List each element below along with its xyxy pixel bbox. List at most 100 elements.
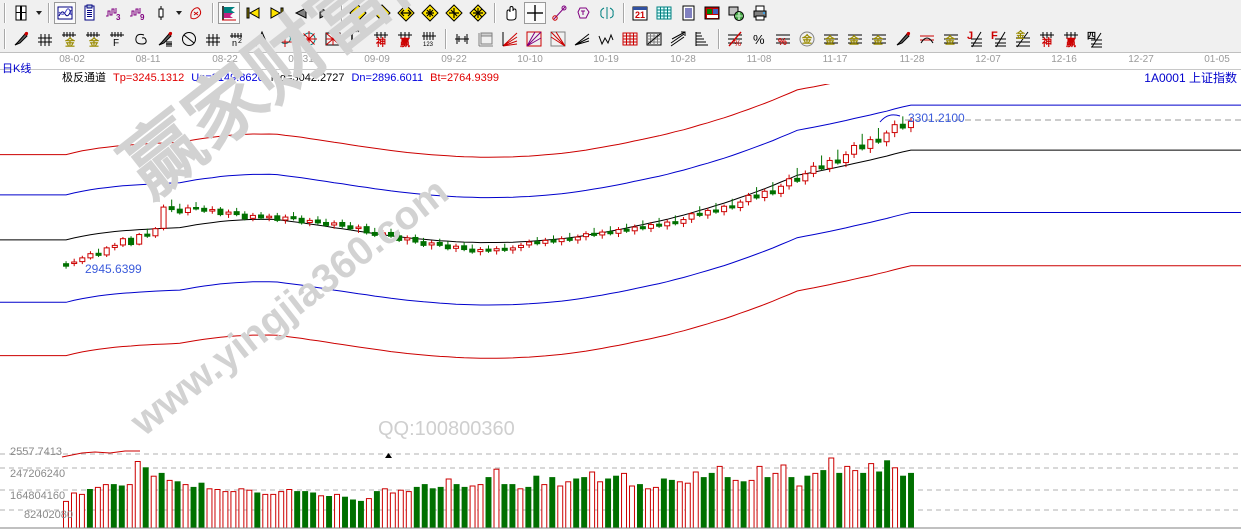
- gold-slash-button[interactable]: 金: [1012, 28, 1034, 50]
- percent-red-button[interactable]: %: [772, 28, 794, 50]
- news-button[interactable]: [677, 2, 699, 24]
- gold-line2-button[interactable]: 金: [844, 28, 866, 50]
- next-button[interactable]: [314, 2, 336, 24]
- box-fan-button[interactable]: [523, 28, 545, 50]
- shen-button[interactable]: 神: [370, 28, 392, 50]
- measure-icon: [550, 4, 568, 22]
- parallel-button[interactable]: [667, 28, 689, 50]
- ladder-steps-button[interactable]: [691, 28, 713, 50]
- zoom-fit-button[interactable]: [467, 2, 489, 24]
- pen-comb-button[interactable]: [154, 28, 176, 50]
- gold-ratio2-button[interactable]: 金: [82, 28, 104, 50]
- chart-split3-icon: 3: [104, 4, 122, 22]
- fan-lines-button[interactable]: [499, 28, 521, 50]
- shen-slash-button[interactable]: 神: [1036, 28, 1058, 50]
- period-day-button[interactable]: [10, 2, 32, 24]
- zoom-horizontal-button[interactable]: [395, 2, 417, 24]
- region-select-button[interactable]: [572, 2, 594, 24]
- candle-style-button[interactable]: [150, 2, 172, 24]
- gold-ratio-button[interactable]: 金: [58, 28, 80, 50]
- scroll-right-button[interactable]: [371, 2, 393, 24]
- date-tick-9: 11-08: [746, 54, 772, 65]
- frame-button[interactable]: [475, 28, 497, 50]
- split-9-button[interactable]: 9: [126, 2, 148, 24]
- fibonacci-f-button[interactable]: F: [106, 28, 128, 50]
- gold-line-icon: 金: [822, 30, 840, 48]
- gann-fan-button[interactable]: [274, 28, 296, 50]
- bar-mark-button[interactable]: ": [346, 28, 368, 50]
- gold-slash-icon: 金: [1014, 30, 1032, 48]
- network-button[interactable]: [725, 2, 747, 24]
- shen-slash-icon: 神: [1038, 30, 1056, 48]
- svg-text:金: 金: [64, 36, 76, 48]
- volume-chart-pane[interactable]: [0, 448, 1241, 530]
- symbol-label: 1A0001 上证指数: [1144, 69, 1237, 86]
- circle-button[interactable]: [178, 28, 200, 50]
- svg-text:F: F: [113, 38, 119, 48]
- pattern-button[interactable]: [185, 2, 207, 24]
- calendar-button[interactable]: 21: [629, 2, 651, 24]
- spreadsheet-button[interactable]: [653, 2, 675, 24]
- prev-button[interactable]: [290, 2, 312, 24]
- pan-hand-button[interactable]: [500, 2, 522, 24]
- percent-line-button[interactable]: %: [724, 28, 746, 50]
- grid-lines-button[interactable]: [34, 28, 56, 50]
- save-image-button[interactable]: [701, 2, 723, 24]
- star-grid-button[interactable]: [298, 28, 320, 50]
- measure-button[interactable]: [548, 2, 570, 24]
- last-page-button[interactable]: [266, 2, 288, 24]
- split-3-button[interactable]: 3: [102, 2, 124, 24]
- spiral-button[interactable]: [130, 28, 152, 50]
- flag-chart-button[interactable]: [218, 2, 240, 24]
- gold-line3-button[interactable]: 金: [868, 28, 890, 50]
- fan-lines-icon: [501, 30, 519, 48]
- grid-red-button[interactable]: [619, 28, 641, 50]
- scroll-left-button[interactable]: [347, 2, 369, 24]
- draw-pen-button[interactable]: [10, 28, 32, 50]
- zoom-out-button[interactable]: [419, 2, 441, 24]
- svg-text:J: J: [967, 30, 973, 42]
- j-line-button[interactable]: J: [964, 28, 986, 50]
- red-arc-button[interactable]: [916, 28, 938, 50]
- gold-red-icon: 金: [942, 30, 960, 48]
- gold-line-button[interactable]: 金: [820, 28, 842, 50]
- ying-slash-button[interactable]: 赢: [1060, 28, 1082, 50]
- print-button[interactable]: [749, 2, 771, 24]
- f-line-button[interactable]: F: [988, 28, 1010, 50]
- zoom-in-button[interactable]: [443, 2, 465, 24]
- pen-red-button[interactable]: [892, 28, 914, 50]
- si-slash-button[interactable]: 四: [1084, 28, 1106, 50]
- grid-dark-button[interactable]: [643, 28, 665, 50]
- date-tick-10: 11-17: [822, 54, 848, 65]
- candle-style-caret[interactable]: [173, 2, 184, 24]
- multi-chart-button[interactable]: [54, 2, 76, 24]
- numbered-grid-button[interactable]: 123: [418, 28, 440, 50]
- box-diag-button[interactable]: [547, 28, 569, 50]
- percent-button[interactable]: %: [748, 28, 770, 50]
- brain-button[interactable]: [596, 2, 618, 24]
- angle-icon: [252, 30, 270, 48]
- main-toolbar: 3 9 21: [0, 0, 1241, 27]
- zigzag-button[interactable]: [595, 28, 617, 50]
- gold-red-button[interactable]: 金: [940, 28, 962, 50]
- toolbar-separator: [341, 3, 342, 23]
- band-bt: [0, 265, 1241, 359]
- trend-lines-button[interactable]: [571, 28, 593, 50]
- gold-circle-button[interactable]: 金: [796, 28, 818, 50]
- crosshair-button[interactable]: [524, 2, 546, 24]
- crosshair-icon: [526, 4, 544, 22]
- first-page-button[interactable]: [242, 2, 264, 24]
- band-tp: [0, 84, 831, 158]
- h-span-button[interactable]: [451, 28, 473, 50]
- price-chart-pane[interactable]: [0, 84, 1241, 448]
- angle-button[interactable]: [250, 28, 272, 50]
- ying-button[interactable]: 赢: [394, 28, 416, 50]
- band-dn: [0, 212, 1241, 306]
- period-dropdown-caret[interactable]: [33, 2, 44, 24]
- report-button[interactable]: [78, 2, 100, 24]
- comb-icon: [36, 30, 54, 48]
- square-grid-button[interactable]: [322, 28, 344, 50]
- ladder-button[interactable]: [202, 28, 224, 50]
